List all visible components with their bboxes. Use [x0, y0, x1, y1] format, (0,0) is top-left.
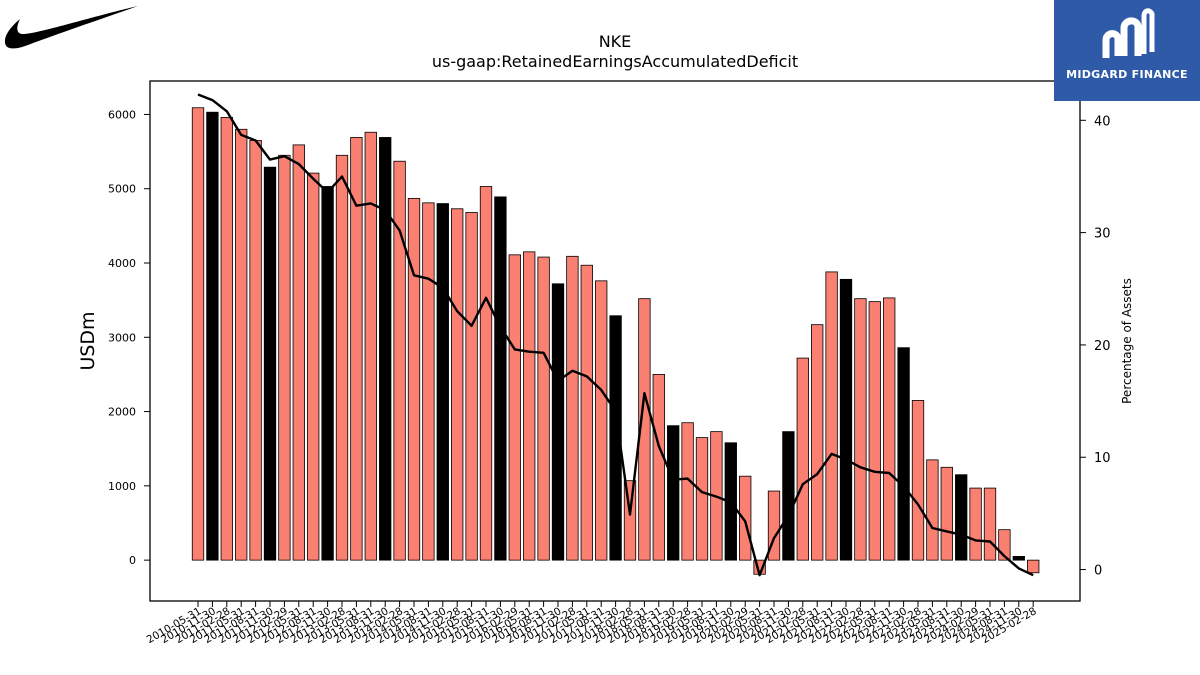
- bar: [739, 475, 752, 561]
- bar: [379, 137, 392, 561]
- brand-name: MIDGARD FINANCE: [1066, 68, 1188, 81]
- percentage-line: [197, 93, 1034, 577]
- bar: [278, 154, 291, 561]
- bar: [451, 208, 464, 561]
- bar: [681, 422, 694, 561]
- y-tick-label: 5000: [108, 183, 136, 196]
- bar: [422, 202, 435, 561]
- bar: [307, 172, 320, 561]
- bar: [350, 137, 363, 561]
- bar: [191, 107, 205, 561]
- bar: [407, 197, 421, 561]
- bar: [393, 160, 406, 561]
- bar: [551, 283, 565, 561]
- bar: [667, 425, 680, 561]
- y-axis-label: USDm: [77, 311, 99, 370]
- bar: [580, 264, 593, 561]
- bar: [897, 347, 910, 561]
- y2-axis-label: Percentage of Assets: [1120, 278, 1134, 404]
- y2-tick-label: 10: [1094, 451, 1111, 466]
- bar: [998, 529, 1011, 561]
- bar: [292, 144, 305, 561]
- bar: [249, 140, 262, 561]
- y2-tick-label: 0: [1094, 564, 1102, 579]
- tick-labels: 0 1000 2000 3000 4000 5000 6000 0 10 20 30 40 USDm Pe…: [77, 108, 1134, 646]
- bar: [955, 474, 968, 561]
- bar: [839, 278, 853, 561]
- y2-tick-label: 40: [1094, 114, 1111, 129]
- plot-frame: [149, 80, 1081, 602]
- bar: [767, 490, 781, 561]
- bar: [782, 431, 795, 561]
- bar: [1027, 559, 1040, 574]
- y2-tick-label: 20: [1094, 339, 1111, 354]
- chart-subtitle: us-gaap:RetainedEarningsAccumulatedDefic…: [431, 52, 799, 71]
- bar: [868, 301, 881, 561]
- y-tick-label: 3000: [108, 331, 136, 344]
- bar: [595, 280, 608, 561]
- bar: [364, 131, 377, 561]
- chart-axes: [144, 80, 1086, 607]
- y2-tick-label: 30: [1094, 227, 1111, 242]
- bar: [811, 324, 824, 561]
- bar: [940, 466, 953, 561]
- bar: [883, 297, 896, 561]
- y-tick-label: 4000: [108, 257, 136, 270]
- bar: [494, 196, 507, 561]
- bar: [983, 487, 997, 561]
- bar: [566, 255, 579, 561]
- bar: [436, 203, 449, 561]
- bar: [796, 357, 809, 561]
- bar: [235, 128, 248, 561]
- bar: [220, 117, 233, 561]
- bar: [652, 374, 665, 561]
- bar: [638, 298, 651, 561]
- bar: [825, 271, 838, 561]
- brand-logo-box: MIDGARD FINANCE: [1054, 0, 1200, 101]
- bar: [263, 166, 277, 561]
- line-series: [197, 93, 1034, 577]
- bar-series: [191, 107, 1040, 575]
- chart-title-block: NKE us-gaap:RetainedEarningsAccumulatedD…: [150, 32, 1080, 72]
- nike-swoosh-logo: [4, 6, 139, 49]
- bar: [926, 459, 939, 561]
- bar: [623, 480, 637, 561]
- bar: [911, 400, 925, 561]
- y-tick-label: 0: [129, 554, 136, 567]
- bar: [523, 251, 536, 561]
- bar: [537, 256, 550, 561]
- bar: [969, 487, 982, 561]
- bar: [1012, 556, 1025, 561]
- bar: [479, 186, 493, 561]
- bar: [321, 186, 334, 561]
- midgard-logo-icon: [1102, 8, 1155, 58]
- y-tick-label: 1000: [108, 480, 136, 493]
- bar: [206, 111, 219, 561]
- bar: [695, 437, 709, 561]
- bar: [465, 212, 478, 561]
- bar: [854, 298, 867, 561]
- y-tick-label: 6000: [108, 108, 136, 121]
- bar: [335, 154, 349, 561]
- y-tick-label: 2000: [108, 406, 136, 419]
- chart-title: NKE: [598, 32, 632, 51]
- bar: [508, 254, 521, 561]
- bar: [609, 315, 622, 561]
